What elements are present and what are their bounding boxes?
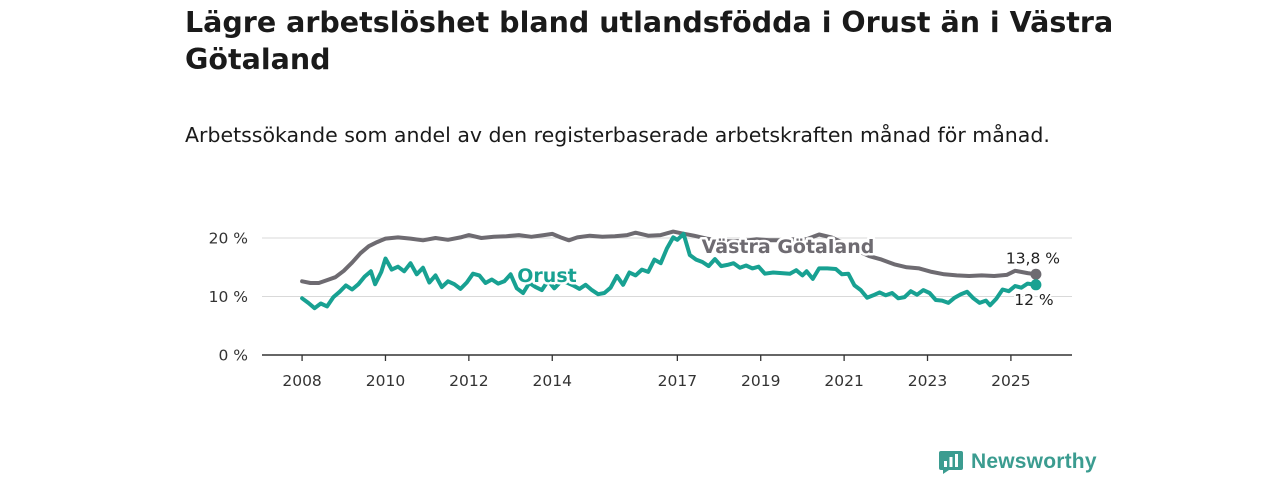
x-tick-label: 2010 xyxy=(366,372,405,390)
series-line-orust xyxy=(300,231,1038,311)
x-tick-label: 2008 xyxy=(282,372,321,390)
y-tick-label: 0 % xyxy=(218,347,248,365)
chart-subtitle: Arbetssökande som andel av den registerb… xyxy=(185,123,1050,147)
series-line-v-stra-g-taland xyxy=(300,229,1038,285)
series-end-point xyxy=(1030,279,1042,291)
x-tick-label: 2021 xyxy=(824,372,863,390)
brand-name: Newsworthy xyxy=(971,450,1097,473)
x-tick-label: 2019 xyxy=(741,372,780,390)
x-tick-label: 2023 xyxy=(908,372,947,390)
series-label-orust: Orust xyxy=(517,265,576,287)
line-chart: 0 % 10 % 20 % 2008 2010 2012 2014 2017 2019 2021… xyxy=(209,229,1072,390)
x-tick-label: 2014 xyxy=(533,372,572,390)
newsworthy-logo[interactable]: Newsworthy xyxy=(938,449,1097,475)
series-end-value-label: 12 % xyxy=(1014,291,1053,309)
x-axis-ticks: 2008 2010 2012 2014 2017 2019 2021 2023 2025 xyxy=(282,355,1031,390)
chart-title: Lägre arbetslöshet bland utlandsfödda i … xyxy=(185,6,1114,76)
x-tick-label: 2025 xyxy=(991,372,1030,390)
series-end-point xyxy=(1030,268,1042,280)
y-tick-label: 10 % xyxy=(209,288,248,306)
series-label-vastra-gotaland: Västra Götaland xyxy=(702,236,875,258)
newsworthy-logo-icon xyxy=(939,451,963,474)
series-end-value-label: 13,8 % xyxy=(1006,249,1060,267)
series-labels: Västra Götaland Orust 13,8 % 12 % xyxy=(515,234,1062,311)
y-axis-ticks: 0 % 10 % 20 % xyxy=(209,230,248,365)
y-tick-label: 20 % xyxy=(209,230,248,248)
x-tick-label: 2012 xyxy=(449,372,488,390)
series-lines xyxy=(300,229,1038,311)
x-tick-label: 2017 xyxy=(658,372,697,390)
